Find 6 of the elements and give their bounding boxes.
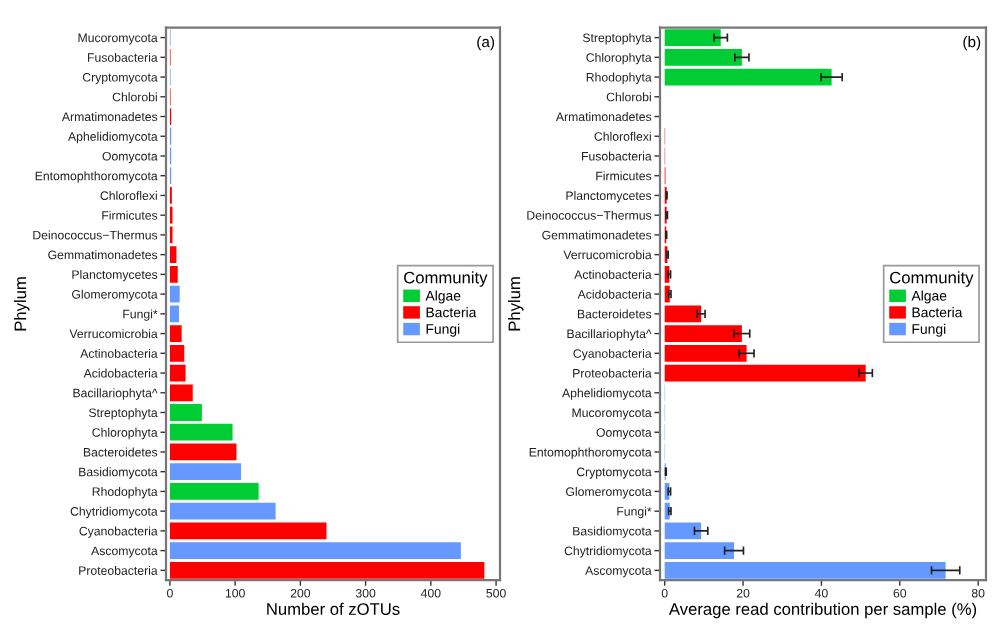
legend-title: Community <box>404 271 488 287</box>
y-axis-title: Phylum <box>508 277 524 331</box>
legend-title: Community <box>890 271 974 287</box>
x-axis-title: Average read contribution per sample (%) <box>668 602 977 619</box>
y-axis-title: Phylum <box>14 277 30 331</box>
x-axis-title: Number of zOTUs <box>267 602 400 615</box>
